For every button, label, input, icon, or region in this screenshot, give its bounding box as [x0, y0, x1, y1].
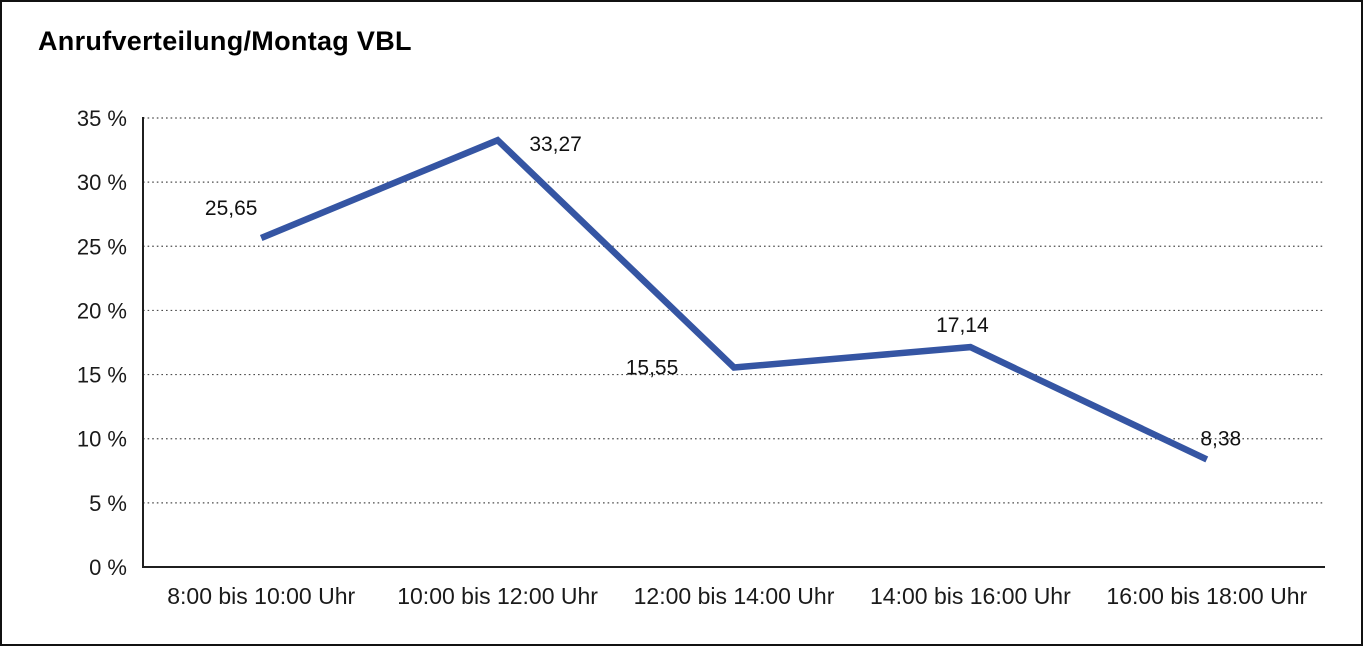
x-category-label: 14:00 bis 16:00 Uhr — [870, 583, 1071, 609]
y-tick-label: 25 % — [77, 234, 127, 259]
chart-title: Anrufverteilung/Montag VBL — [38, 26, 412, 56]
x-category-label: 10:00 bis 12:00 Uhr — [397, 583, 598, 609]
data-point-label: 8,38 — [1200, 427, 1241, 450]
x-category-label: 16:00 bis 18:00 Uhr — [1106, 583, 1307, 609]
y-tick-label: 0 % — [89, 555, 127, 580]
data-point-label: 33,27 — [529, 133, 582, 156]
x-category-label: 8:00 bis 10:00 Uhr — [167, 583, 355, 609]
data-point-label: 17,14 — [936, 314, 989, 337]
data-point-label: 25,65 — [205, 197, 258, 220]
x-category-label: 12:00 bis 14:00 Uhr — [634, 583, 835, 609]
y-tick-label: 15 % — [77, 363, 127, 388]
y-tick-label: 10 % — [77, 427, 127, 452]
data-point-label: 15,55 — [626, 357, 679, 380]
data-series-line — [259, 136, 1209, 463]
y-tick-label: 30 % — [77, 170, 127, 195]
y-tick-label: 35 % — [77, 106, 127, 131]
y-tick-label: 5 % — [89, 491, 127, 516]
y-tick-label: 20 % — [77, 298, 127, 323]
